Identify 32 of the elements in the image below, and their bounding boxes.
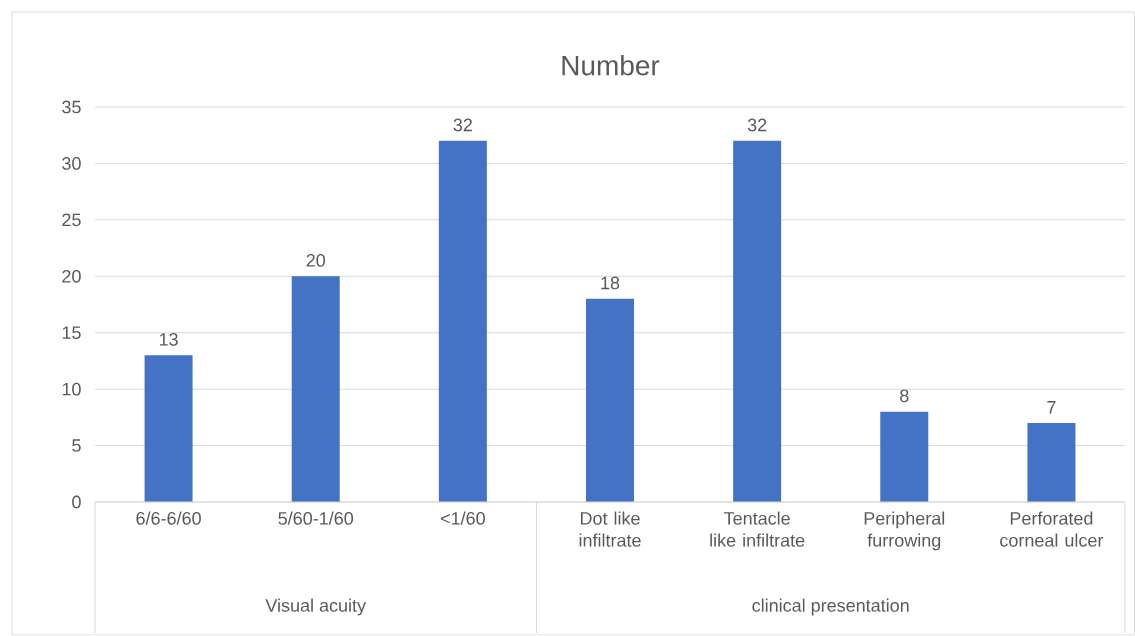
bar [291, 276, 340, 503]
data-label: 32 [747, 118, 767, 132]
x-tick-label: <1/60 [440, 511, 485, 525]
data-label: 20 [306, 254, 326, 267]
bar [1027, 423, 1076, 503]
data-label: 18 [601, 276, 620, 290]
y-tick-label: 15 [62, 326, 81, 340]
bar [586, 299, 634, 503]
data-label: 8 [900, 389, 909, 403]
bar [733, 141, 782, 503]
text: clinical presentation [752, 598, 909, 616]
x-tick-label: Dot like infiltrate [579, 511, 641, 547]
y-tick-label: 5 [72, 439, 81, 453]
y-tick-label: 10 [62, 383, 81, 396]
y-tick-label: 25 [62, 213, 81, 227]
x-tick-label: Tentacle like infiltrate [710, 511, 805, 547]
x-tick-label: 6/6-6/60 [136, 511, 201, 525]
y-tick-label: 35 [62, 100, 81, 114]
x-tick-label: 5/60-1/60 [278, 511, 354, 525]
x-tick-label: Peripheral furrowing [864, 511, 945, 551]
bar [880, 411, 929, 503]
chart-title: Number [562, 55, 660, 76]
bar [144, 355, 193, 503]
data-label: 13 [159, 333, 178, 346]
data-label: 7 [1047, 401, 1056, 414]
y-tick-label: 0 [72, 495, 81, 509]
y-tick-label: 30 [62, 157, 81, 171]
y-tick-label: 20 [62, 270, 81, 283]
data-label: 32 [453, 118, 472, 132]
text: Visual acuity [265, 598, 367, 616]
bar [438, 141, 487, 503]
x-tick-label: Perforated corneal ulcer [1000, 511, 1104, 547]
